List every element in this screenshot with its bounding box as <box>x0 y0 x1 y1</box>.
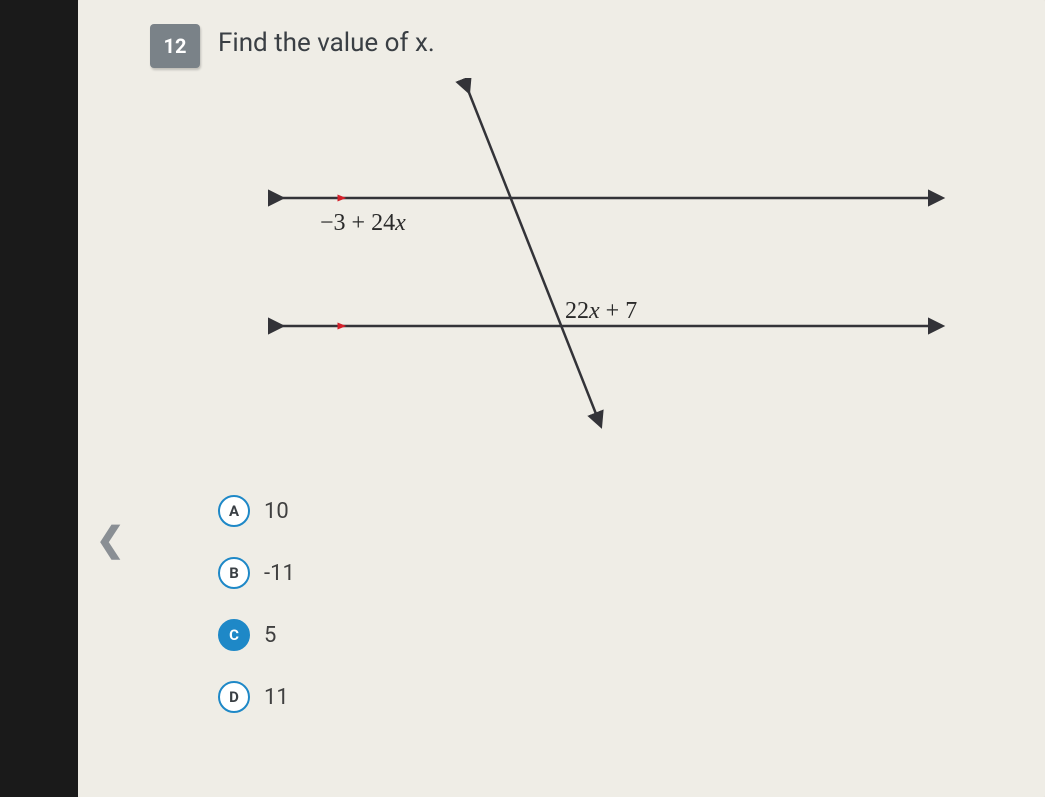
option-label-c: 5 <box>264 623 276 648</box>
question-prompt: Find the value of x. <box>218 28 435 58</box>
prev-chevron-icon[interactable]: ❮ <box>96 520 125 560</box>
angle-label-2: 22x + 7 <box>565 298 637 325</box>
diagram-svg <box>260 78 950 438</box>
left-dark-strip <box>0 0 78 797</box>
option-c[interactable]: C5 <box>218 619 295 651</box>
answer-options: A 10 B -11 C5 D 11 <box>218 495 295 743</box>
transversal-line <box>468 90 600 424</box>
option-label-a: 10 <box>264 499 289 524</box>
option-circle-d: D <box>218 681 250 713</box>
option-b[interactable]: B -11 <box>218 557 295 589</box>
option-circle-c: C <box>218 619 250 651</box>
option-circle-a: A <box>218 495 250 527</box>
chevron-left-icon: ❮ <box>96 520 125 560</box>
question-number-badge: 12 <box>150 24 200 68</box>
option-d[interactable]: D 11 <box>218 681 295 713</box>
geometry-diagram <box>260 78 950 438</box>
option-a[interactable]: A 10 <box>218 495 295 527</box>
option-label-b: -11 <box>264 561 295 586</box>
question-page: 12 Find the value of x. <box>78 0 1045 797</box>
question-number-text: 12 <box>164 34 187 58</box>
option-circle-b: B <box>218 557 250 589</box>
angle-label-1: −3 + 24x <box>320 210 406 237</box>
option-label-d: 11 <box>264 685 289 710</box>
